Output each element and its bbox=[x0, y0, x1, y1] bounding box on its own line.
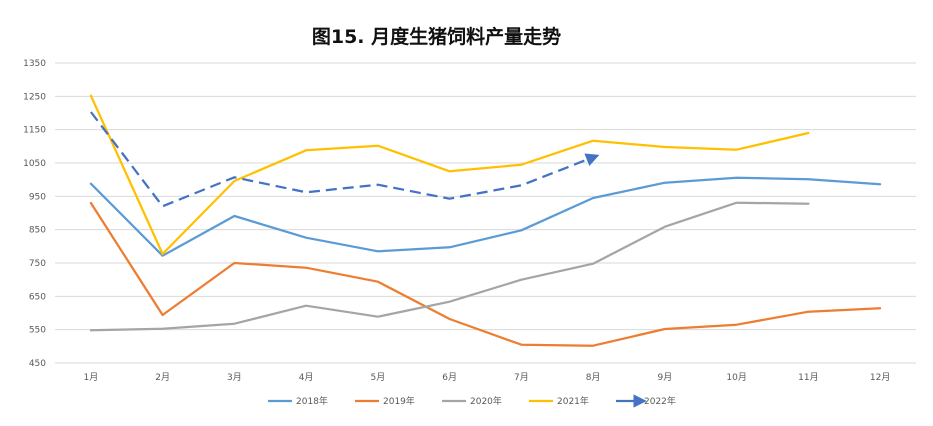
x-tick-label: 9月 bbox=[658, 372, 673, 383]
y-tick-label: 950 bbox=[29, 192, 46, 202]
y-tick-label: 550 bbox=[29, 326, 46, 336]
x-tick-label: 12月 bbox=[870, 372, 890, 383]
x-tick-label: 2月 bbox=[155, 372, 170, 383]
series-line-2020年 bbox=[89, 201, 810, 332]
chart-title: 图15. 月度生猪饲料产量走势 bbox=[311, 26, 562, 48]
y-tick-label: 1050 bbox=[23, 159, 46, 169]
legend-label: 2018年 bbox=[296, 395, 328, 407]
y-tick-label: 1250 bbox=[23, 92, 46, 102]
x-tick-label: 7月 bbox=[514, 372, 529, 383]
x-tick-label: 3月 bbox=[227, 372, 242, 383]
series-line-2022年 bbox=[90, 111, 600, 208]
y-tick-label: 1350 bbox=[23, 59, 46, 69]
x-tick-label: 11月 bbox=[798, 372, 818, 383]
x-tick-label: 10月 bbox=[726, 372, 746, 383]
x-tick-label: 8月 bbox=[586, 372, 601, 383]
y-tick-label: 850 bbox=[29, 226, 46, 236]
legend-item-2019年: 2019年 bbox=[355, 395, 415, 407]
y-tick-label: 750 bbox=[29, 259, 46, 269]
series-line-2018年 bbox=[89, 176, 882, 257]
x-tick-label: 4月 bbox=[299, 372, 314, 383]
legend-item-2021年: 2021年 bbox=[529, 395, 589, 407]
y-tick-label: 650 bbox=[29, 292, 46, 302]
legend-item-2018年: 2018年 bbox=[268, 395, 328, 407]
y-tick-label: 450 bbox=[29, 359, 46, 369]
legend-item-2020年: 2020年 bbox=[442, 395, 502, 407]
x-tick-label: 1月 bbox=[84, 372, 99, 383]
legend-item-2022年: 2022年 bbox=[616, 394, 676, 408]
legend-label: 2020年 bbox=[470, 395, 502, 407]
x-tick-label: 5月 bbox=[371, 372, 386, 383]
legend-label: 2021年 bbox=[557, 395, 589, 407]
series-line-2021年 bbox=[89, 94, 810, 256]
legend-label: 2019年 bbox=[383, 395, 415, 407]
x-tick-label: 6月 bbox=[442, 372, 457, 383]
series-line-2019年 bbox=[89, 201, 882, 347]
legend-label: 2022年 bbox=[644, 395, 676, 407]
y-tick-label: 1150 bbox=[23, 126, 46, 136]
